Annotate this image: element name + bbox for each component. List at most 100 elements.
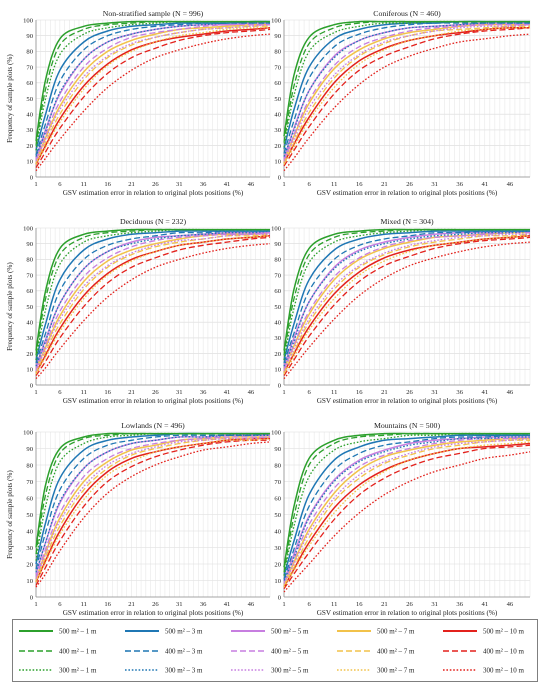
- y-tick-label: 30: [26, 335, 33, 342]
- series-line-300m2_5m: [35, 233, 271, 372]
- chart-title: Non-stratified sample (N = 996): [103, 9, 204, 18]
- x-tick-label: 36: [456, 389, 463, 396]
- y-tick-label: 50: [26, 304, 33, 311]
- y-tick-label: 90: [274, 446, 281, 453]
- y-tick-label: 20: [274, 561, 281, 568]
- series-line-400m2_3m: [35, 432, 271, 570]
- series-line-500m2_7m: [283, 231, 531, 370]
- x-tick-label: 11: [331, 389, 337, 396]
- x-axis-label: GSV estimation error in relation to orig…: [317, 397, 498, 405]
- x-tick-label: 31: [176, 601, 183, 608]
- y-tick-label: 0: [278, 382, 282, 389]
- y-tick-label: 60: [274, 288, 281, 295]
- series-line-400m2_5m: [35, 23, 270, 160]
- chart-title: Lowlands (N = 496): [121, 421, 185, 430]
- y-tick-label: 10: [26, 578, 33, 585]
- y-tick-label: 20: [274, 351, 281, 358]
- series-line-300m2_7m: [283, 235, 531, 375]
- y-tick-label: 20: [26, 143, 33, 150]
- y-axis-label: Frequency of sample plots (%): [6, 470, 14, 559]
- series-line-300m2_7m: [283, 27, 531, 165]
- legend-item-400m2_3m: 400 m² – 3 m: [125, 647, 203, 655]
- legend-item-500m2_7m: 500 m² – 7 m: [337, 627, 415, 635]
- y-tick-label: 90: [26, 446, 33, 453]
- x-tick-label: 11: [81, 181, 87, 188]
- x-tick-label: 16: [356, 601, 363, 608]
- y-tick-label: 70: [26, 272, 33, 279]
- series-line-500m2_1m: [35, 432, 270, 548]
- y-tick-label: 40: [26, 320, 33, 327]
- x-tick-label: 11: [81, 389, 87, 396]
- series-line-500m2_10m: [283, 26, 531, 164]
- y-tick-label: 100: [271, 429, 282, 436]
- x-tick-label: 1: [282, 181, 285, 188]
- y-tick-label: 20: [26, 561, 33, 568]
- x-axis-label: GSV estimation error in relation to orig…: [63, 189, 244, 197]
- x-tick-label: 11: [331, 601, 337, 608]
- x-tick-label: 26: [152, 389, 159, 396]
- series-line-300m2_7m: [283, 441, 531, 588]
- x-tick-label: 11: [331, 181, 337, 188]
- x-tick-label: 31: [176, 389, 183, 396]
- y-tick-label: 40: [26, 528, 33, 535]
- x-tick-label: 41: [224, 389, 231, 396]
- x-tick-label: 26: [406, 601, 413, 608]
- chart-title: Mixed (N = 304): [380, 217, 434, 226]
- series-line-300m2_7m: [35, 27, 271, 165]
- y-tick-label: 80: [274, 49, 281, 56]
- x-tick-label: 6: [307, 601, 311, 608]
- y-tick-label: 10: [26, 367, 33, 374]
- y-tick-label: 100: [23, 17, 34, 24]
- y-tick-label: 0: [30, 382, 34, 389]
- x-tick-label: 1: [34, 389, 37, 396]
- series-line-500m2_1m: [35, 20, 270, 142]
- series-line-400m2_3m: [283, 434, 531, 580]
- chart-title: Coniferous (N = 460): [373, 9, 441, 18]
- x-tick-label: 41: [224, 601, 231, 608]
- x-tick-label: 26: [406, 389, 413, 396]
- y-tick-label: 50: [26, 96, 33, 103]
- y-tick-label: 50: [274, 304, 281, 311]
- legend-label: 300 m² – 10 m: [483, 666, 525, 674]
- x-tick-label: 36: [200, 389, 207, 396]
- x-tick-label: 41: [224, 181, 231, 188]
- y-tick-label: 90: [274, 241, 281, 248]
- y-tick-label: 30: [274, 335, 281, 342]
- x-tick-label: 36: [200, 181, 207, 188]
- y-tick-label: 80: [274, 257, 281, 264]
- y-tick-label: 70: [274, 479, 281, 486]
- series-line-300m2_1m: [283, 228, 530, 361]
- y-tick-label: 80: [26, 257, 33, 264]
- y-tick-label: 90: [26, 33, 33, 40]
- series-line-500m2_7m: [35, 231, 271, 370]
- y-tick-label: 40: [274, 112, 281, 119]
- series-line-500m2_3m: [35, 230, 270, 361]
- y-axis-label: Frequency of sample plots (%): [6, 54, 14, 143]
- legend-label: 500 m² – 1 m: [59, 627, 97, 635]
- series-line-500m2_3m: [35, 20, 271, 151]
- x-tick-label: 21: [381, 601, 388, 608]
- x-axis-label: GSV estimation error in relation to orig…: [63, 609, 244, 617]
- y-tick-label: 70: [26, 479, 33, 486]
- chart-title: Deciduous (N = 232): [120, 217, 187, 226]
- x-tick-label: 6: [58, 181, 62, 188]
- legend-label: 400 m² – 1 m: [59, 647, 97, 655]
- x-tick-label: 41: [482, 601, 489, 608]
- series-line-300m2_3m: [283, 436, 531, 581]
- x-tick-label: 36: [456, 181, 463, 188]
- y-axis-label: Frequency of sample plots (%): [6, 262, 14, 351]
- y-tick-label: 50: [26, 512, 33, 519]
- series-line-500m2_10m: [35, 27, 271, 165]
- y-tick-label: 60: [26, 288, 33, 295]
- x-tick-label: 46: [248, 601, 255, 608]
- series-line-300m2_1m: [35, 228, 270, 361]
- y-tick-label: 0: [278, 594, 282, 601]
- y-tick-label: 60: [26, 495, 33, 502]
- y-tick-label: 10: [26, 159, 33, 166]
